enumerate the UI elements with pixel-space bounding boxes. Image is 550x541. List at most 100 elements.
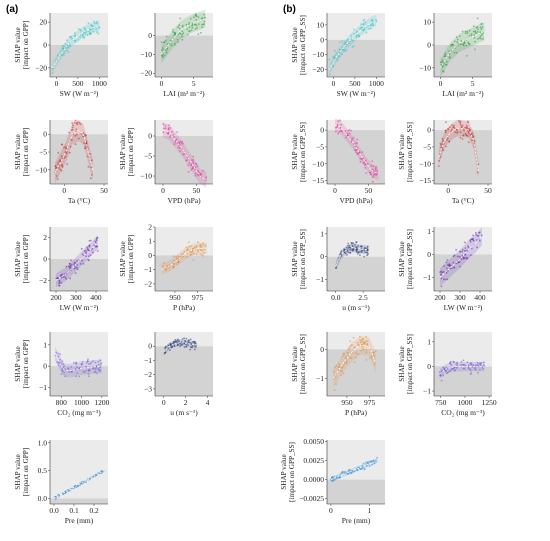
- data-point: [370, 173, 372, 176]
- data-point: [470, 33, 473, 35]
- fit-line: [328, 20, 377, 70]
- data-point: [460, 360, 463, 363]
- data-point: [88, 244, 91, 247]
- data-point: [447, 128, 450, 131]
- y-tick-label: 0: [320, 126, 324, 135]
- data-point: [87, 165, 90, 168]
- y-tick-label: 10: [424, 18, 432, 27]
- data-point: [467, 41, 470, 44]
- data-point: [348, 132, 351, 135]
- x-tick-label: 0: [62, 186, 66, 195]
- y-axis-label: SHAP value: [14, 134, 22, 169]
- y-axis-sublabel: [impact on GPP_SS]: [406, 334, 414, 394]
- data-point: [180, 344, 183, 347]
- data-point: [188, 26, 191, 29]
- data-point: [59, 168, 62, 171]
- data-point: [360, 340, 363, 343]
- data-point: [464, 247, 467, 250]
- fit-line: [163, 342, 197, 353]
- data-point: [87, 358, 89, 361]
- x-axis-label: LW (W m⁻²): [60, 303, 99, 312]
- data-point: [67, 265, 70, 268]
- x-tick-label: 950: [169, 293, 181, 302]
- data-point: [169, 136, 171, 139]
- data-point: [345, 136, 347, 139]
- data-point: [86, 155, 89, 158]
- data-point: [69, 36, 71, 38]
- data-point: [362, 347, 364, 350]
- data-point: [455, 363, 457, 365]
- data-point: [365, 351, 368, 354]
- data-point: [162, 49, 165, 51]
- data-point: [358, 35, 361, 38]
- y-tick-label: 0: [43, 41, 47, 50]
- data-point: [165, 268, 167, 271]
- x-axis-label: Pre (mm): [342, 516, 371, 525]
- data-point: [459, 131, 462, 133]
- data-point: [455, 129, 458, 131]
- data-point: [466, 30, 469, 33]
- data-point: [64, 145, 67, 148]
- data-point: [441, 70, 444, 72]
- data-point: [81, 253, 84, 256]
- data-point: [338, 131, 341, 133]
- data-point: [82, 370, 85, 373]
- data-point: [72, 124, 74, 127]
- data-point: [200, 245, 203, 248]
- data-point: [189, 254, 192, 256]
- data-point: [171, 345, 174, 348]
- data-point: [479, 31, 482, 34]
- data-point: [442, 374, 444, 377]
- data-point: [442, 62, 445, 65]
- data-point: [197, 250, 200, 253]
- data-point: [477, 28, 479, 31]
- data-point: [163, 54, 166, 57]
- data-point: [449, 363, 452, 365]
- data-point: [456, 364, 459, 367]
- y-axis-label: SHAP value: [291, 241, 299, 276]
- data-point: [202, 254, 204, 257]
- data-point: [365, 251, 368, 254]
- data-point: [79, 123, 82, 126]
- data-point: [60, 373, 63, 375]
- y-axis-label: SHAP value: [14, 454, 22, 489]
- data-point: [368, 465, 371, 467]
- data-point: [196, 27, 198, 29]
- data-point: [456, 131, 458, 134]
- data-point: [77, 39, 80, 41]
- data-point: [451, 368, 454, 370]
- y-tick-label: 1: [427, 227, 431, 236]
- data-point: [71, 126, 74, 129]
- fit-line: [162, 129, 207, 181]
- data-point: [444, 278, 447, 281]
- x-axis-label: CO₂ (mg m⁻³): [441, 408, 485, 417]
- data-point: [466, 32, 469, 35]
- x-axis-label: LW (W m⁻²): [444, 303, 483, 312]
- data-point: [347, 134, 349, 137]
- data-point: [57, 355, 60, 358]
- x-tick-label: 975: [192, 293, 204, 302]
- data-point: [350, 34, 353, 37]
- data-point: [474, 364, 477, 366]
- data-point: [337, 132, 340, 135]
- data-point: [336, 57, 339, 60]
- data-point: [368, 171, 371, 174]
- data-point: [87, 22, 90, 24]
- data-point: [464, 126, 467, 129]
- data-point: [78, 137, 80, 140]
- negative-region: [155, 346, 213, 396]
- data-point: [354, 356, 357, 359]
- y-tick-label: 0.0025: [303, 456, 324, 465]
- data-point: [358, 151, 361, 154]
- data-point: [66, 163, 68, 166]
- data-point: [370, 357, 373, 360]
- data-point: [366, 461, 369, 464]
- data-point: [349, 340, 351, 343]
- data-point: [339, 370, 342, 372]
- data-point: [458, 256, 461, 258]
- data-point: [372, 174, 375, 177]
- y-axis-label: SHAP value: [119, 241, 127, 276]
- data-point: [185, 249, 188, 252]
